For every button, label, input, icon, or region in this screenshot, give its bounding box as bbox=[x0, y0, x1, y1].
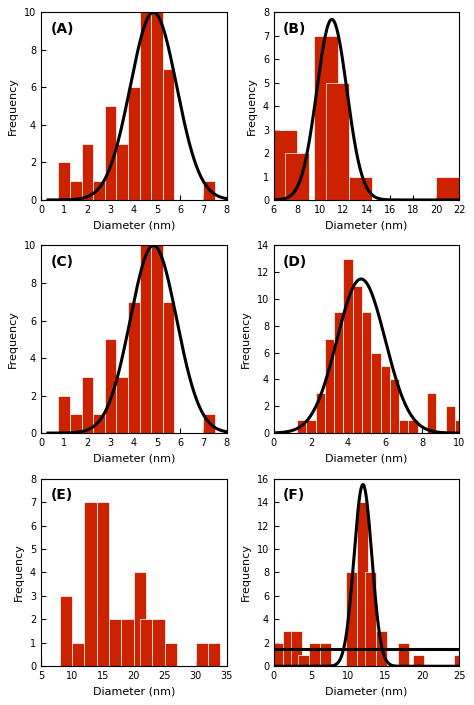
Bar bbox=[309, 643, 320, 666]
Bar bbox=[409, 419, 418, 433]
Bar bbox=[371, 352, 381, 433]
Bar bbox=[93, 181, 105, 200]
Bar bbox=[413, 654, 424, 666]
Bar bbox=[128, 87, 139, 200]
Bar bbox=[139, 12, 151, 200]
Bar bbox=[285, 153, 309, 200]
Bar bbox=[203, 415, 215, 433]
Bar bbox=[152, 620, 164, 666]
Bar bbox=[446, 406, 455, 433]
Bar bbox=[283, 631, 294, 666]
X-axis label: Diameter (nm): Diameter (nm) bbox=[326, 687, 408, 697]
Y-axis label: Frequency: Frequency bbox=[9, 78, 18, 135]
Y-axis label: Frequency: Frequency bbox=[14, 544, 24, 601]
Bar bbox=[455, 419, 464, 433]
Bar bbox=[93, 415, 105, 433]
Bar bbox=[121, 620, 134, 666]
Bar bbox=[427, 393, 436, 433]
Bar bbox=[196, 643, 208, 666]
Y-axis label: Frequency: Frequency bbox=[241, 310, 251, 368]
Bar bbox=[164, 643, 177, 666]
Y-axis label: Frequency: Frequency bbox=[241, 544, 251, 601]
Bar bbox=[325, 339, 334, 433]
Bar bbox=[82, 144, 93, 200]
Bar bbox=[390, 379, 399, 433]
X-axis label: Diameter (nm): Diameter (nm) bbox=[326, 453, 408, 463]
Bar bbox=[326, 82, 349, 200]
Bar bbox=[381, 366, 390, 433]
Bar bbox=[117, 144, 128, 200]
Bar bbox=[58, 396, 70, 433]
X-axis label: Diameter (nm): Diameter (nm) bbox=[326, 221, 408, 231]
Bar bbox=[60, 596, 72, 666]
Bar bbox=[105, 106, 117, 200]
Y-axis label: Frequency: Frequency bbox=[247, 78, 257, 135]
X-axis label: Diameter (nm): Diameter (nm) bbox=[92, 687, 175, 697]
Bar bbox=[151, 245, 163, 433]
Text: (E): (E) bbox=[50, 488, 73, 502]
Bar bbox=[320, 643, 331, 666]
Bar bbox=[84, 502, 97, 666]
Bar bbox=[208, 643, 220, 666]
Bar bbox=[346, 572, 357, 666]
Bar bbox=[357, 502, 368, 666]
Bar bbox=[203, 181, 215, 200]
Y-axis label: Frequency: Frequency bbox=[9, 310, 18, 368]
Text: (F): (F) bbox=[283, 488, 305, 502]
Bar bbox=[134, 572, 146, 666]
Bar bbox=[117, 376, 128, 433]
Bar bbox=[362, 312, 371, 433]
Bar bbox=[298, 654, 309, 666]
Bar bbox=[314, 36, 337, 200]
Bar bbox=[353, 286, 362, 433]
Bar bbox=[334, 312, 344, 433]
Bar bbox=[454, 654, 465, 666]
Bar bbox=[139, 245, 151, 433]
Bar bbox=[109, 620, 121, 666]
Bar bbox=[58, 162, 70, 200]
Bar bbox=[399, 419, 409, 433]
Text: (C): (C) bbox=[50, 255, 73, 269]
Bar bbox=[349, 176, 373, 200]
Bar bbox=[436, 176, 459, 200]
Bar bbox=[163, 302, 174, 433]
Bar bbox=[163, 68, 174, 200]
X-axis label: Diameter (nm): Diameter (nm) bbox=[92, 221, 175, 231]
Bar bbox=[274, 130, 297, 200]
Bar bbox=[297, 419, 306, 433]
Bar bbox=[316, 393, 325, 433]
Bar bbox=[151, 12, 163, 200]
Bar bbox=[291, 631, 301, 666]
Bar bbox=[140, 620, 152, 666]
Bar bbox=[128, 302, 139, 433]
Bar bbox=[344, 259, 353, 433]
Bar bbox=[306, 419, 316, 433]
Bar bbox=[365, 572, 376, 666]
Text: (D): (D) bbox=[283, 255, 308, 269]
Bar bbox=[97, 502, 109, 666]
Bar bbox=[272, 643, 283, 666]
Bar bbox=[82, 376, 93, 433]
Bar bbox=[70, 415, 82, 433]
Bar bbox=[70, 181, 82, 200]
Bar bbox=[376, 631, 387, 666]
Bar bbox=[105, 339, 117, 433]
Bar bbox=[72, 643, 84, 666]
Text: (A): (A) bbox=[50, 22, 74, 36]
X-axis label: Diameter (nm): Diameter (nm) bbox=[92, 453, 175, 463]
Text: (B): (B) bbox=[283, 22, 307, 36]
Bar bbox=[398, 643, 410, 666]
